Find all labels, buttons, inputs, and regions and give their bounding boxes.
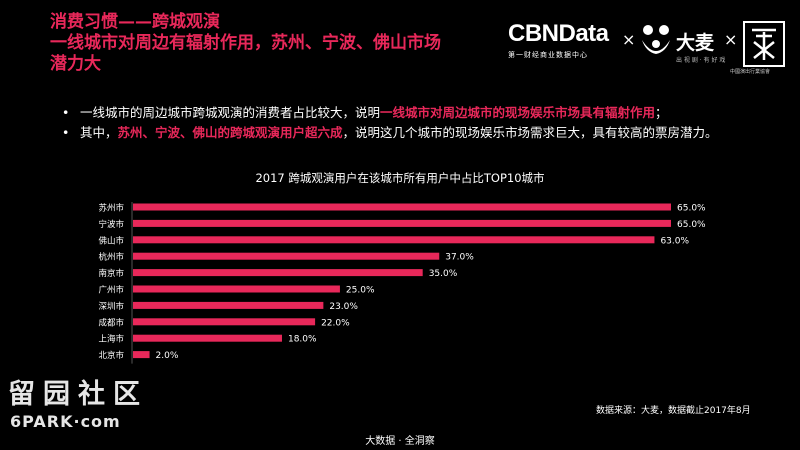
bar (133, 236, 654, 243)
data-source: 数据来源：大麦，数据截止2017年8月 (596, 403, 751, 416)
category-label: 广州市 (98, 285, 124, 296)
bar (133, 318, 315, 325)
category-label: 深圳市 (98, 301, 124, 312)
bar (133, 302, 323, 309)
category-label: 佛山市 (98, 235, 124, 246)
value-label: 25.0% (346, 286, 375, 296)
category-label: 南京市 (98, 268, 124, 279)
watermark: 留园社区 6PARK·com (8, 380, 148, 440)
value-label: 2.0% (156, 351, 179, 361)
value-label: 37.0% (445, 253, 474, 263)
value-label: 23.0% (329, 302, 358, 312)
value-label: 35.0% (429, 269, 458, 279)
category-label: 成都市 (98, 317, 124, 328)
value-label: 22.0% (321, 318, 350, 328)
category-label: 宁波市 (98, 219, 124, 230)
bar (133, 204, 671, 211)
category-label: 杭州市 (98, 252, 124, 263)
value-label: 18.0% (288, 335, 317, 345)
bar (133, 286, 340, 293)
bar (133, 220, 671, 227)
category-label: 上海市 (98, 334, 124, 345)
category-label: 北京市 (98, 350, 124, 361)
value-label: 65.0% (677, 204, 706, 214)
watermark-cn: 留园社区 (8, 380, 148, 410)
bar (133, 269, 423, 276)
bar (133, 351, 150, 358)
watermark-en: 6PARK·com (8, 412, 148, 431)
value-label: 63.0% (660, 236, 689, 246)
bar (133, 253, 439, 260)
bar (133, 335, 282, 342)
value-label: 65.0% (677, 220, 706, 230)
category-label: 苏州市 (98, 203, 124, 214)
